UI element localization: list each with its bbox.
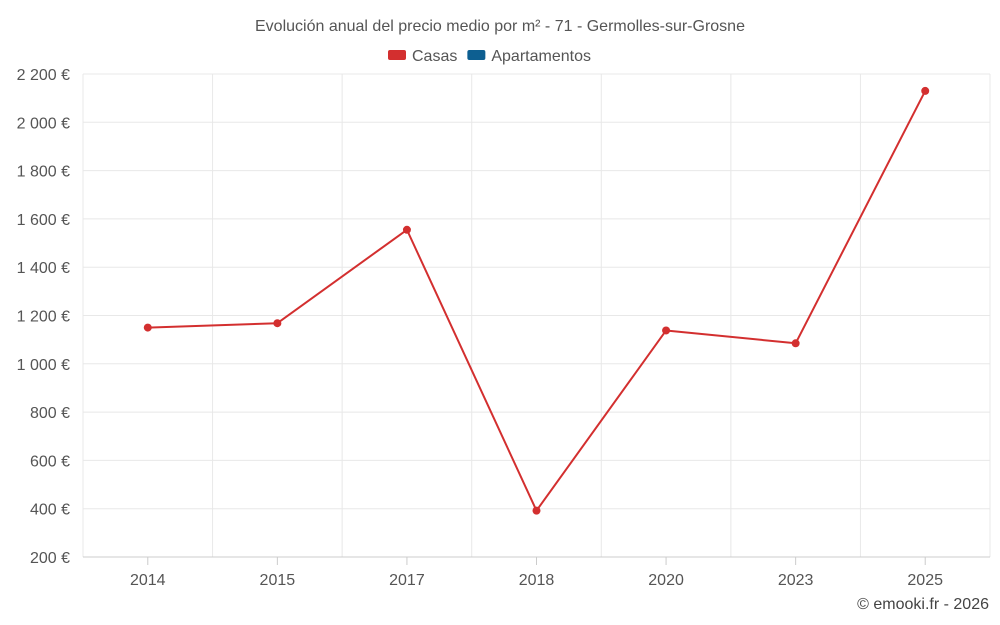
y-tick-label: 1 200 €: [17, 309, 70, 326]
legend-swatch: [467, 50, 486, 60]
credit-text: © emooki.fr - 2026: [857, 596, 989, 613]
y-tick-label: 800 €: [30, 405, 70, 422]
legend-swatch: [388, 50, 406, 60]
grid: [82, 73, 991, 557]
data-point: [273, 319, 282, 328]
y-tick-label: 200 €: [30, 550, 70, 567]
legend-item-casas[interactable]: Casas: [388, 48, 457, 65]
x-tick-label: 2020: [648, 572, 684, 589]
data-point: [532, 506, 541, 515]
y-tick-label: 1 800 €: [17, 164, 70, 181]
data-point: [402, 225, 411, 234]
data-point: [662, 326, 671, 335]
y-tick-label: 1 000 €: [17, 357, 70, 374]
legend-label: Casas: [412, 48, 457, 65]
x-tick-label: 2018: [519, 572, 555, 589]
data-point: [143, 323, 152, 332]
legend-label: Apartamentos: [491, 48, 591, 65]
data-point: [791, 339, 800, 348]
y-tick-label: 1 600 €: [17, 212, 70, 229]
x-tick-label: 2017: [389, 572, 425, 589]
series-layer: [143, 86, 930, 515]
y-tick-label: 2 200 €: [17, 67, 70, 84]
x-axis: 2014 2015 2017 2018 2020 2023 2025: [83, 556, 990, 589]
chart-title: Evolución anual del precio medio por m² …: [255, 18, 745, 35]
data-point: [921, 86, 930, 95]
x-tick-label: 2025: [907, 572, 943, 589]
series-line-casas: [147, 90, 927, 512]
legend[interactable]: Casas Apartamentos: [388, 48, 591, 65]
legend-item-apartamentos[interactable]: Apartamentos: [467, 48, 591, 65]
y-tick-label: 1 400 €: [17, 260, 70, 277]
y-tick-label: 400 €: [30, 502, 70, 519]
y-tick-label: 2 000 €: [17, 115, 70, 132]
x-tick-label: 2023: [778, 572, 814, 589]
x-tick-label: 2014: [130, 572, 166, 589]
y-axis: 200 € 400 € 600 € 800 € 1 000 € 1 200 € 1 400 …: [17, 67, 70, 567]
y-tick-label: 600 €: [30, 453, 70, 470]
x-tick-label: 2015: [260, 572, 296, 589]
